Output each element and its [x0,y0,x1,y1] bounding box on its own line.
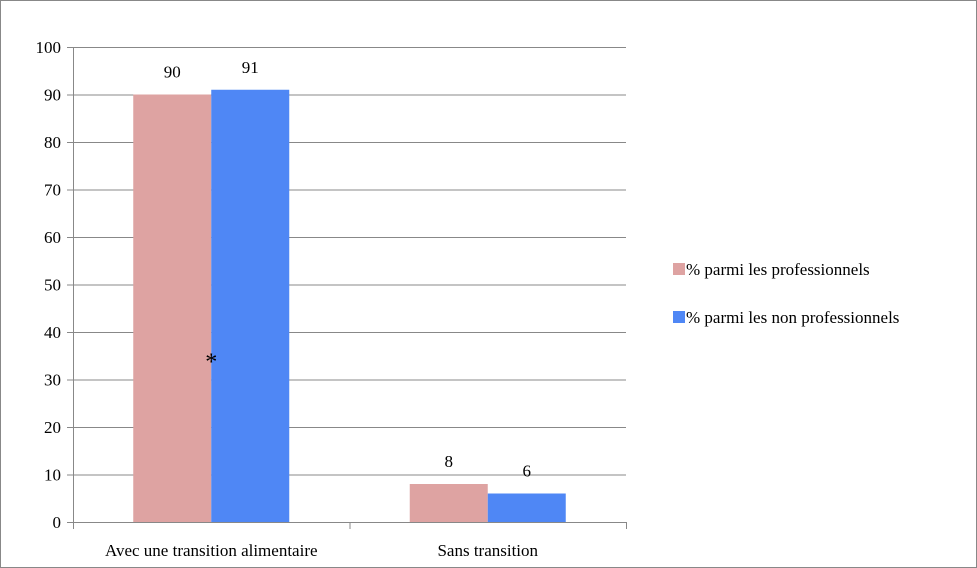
significance-asterisk: * [205,350,217,376]
y-tick-label: 30 [44,371,61,390]
y-tick-label: 80 [44,133,61,152]
y-tick-label: 60 [44,228,61,247]
legend-label: % parmi les professionnels [686,260,870,279]
y-tick-label: 70 [44,181,61,200]
legend-swatch [673,263,685,275]
bar-non-professionnels [487,493,566,522]
x-category-label: Sans transition [437,541,538,560]
data-label: 90 [164,63,181,82]
y-tick-label: 20 [44,418,61,437]
bar-professionnels [409,484,488,522]
y-tick-label: 40 [44,323,61,342]
y-tick-label: 50 [44,276,61,295]
x-category-label: Avec une transition alimentaire [105,541,318,560]
y-tick-label: 10 [44,466,61,485]
y-tick-label: 0 [53,513,62,532]
legend-label: % parmi les non professionnels [686,308,899,327]
bar-non-professionnels [211,89,290,522]
data-label: 91 [242,58,259,77]
data-label: 6 [523,462,532,481]
y-tick-label: 90 [44,86,61,105]
legend-swatch [673,311,685,323]
data-label: 8 [445,452,454,471]
y-tick-label: 100 [36,38,62,57]
bar-professionnels [133,94,212,522]
